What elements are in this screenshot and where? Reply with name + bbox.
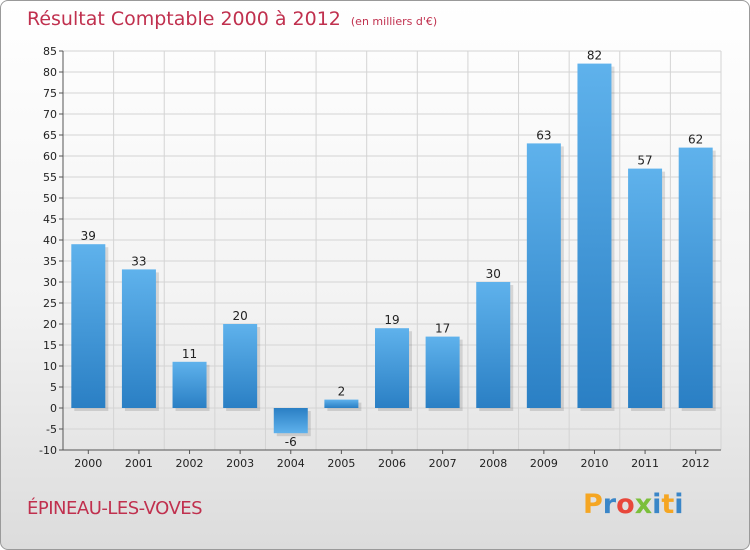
x-tick-label: 2003	[226, 457, 254, 470]
axes: -10 -5 0 5 10 15 20 25 30 35 40 45 50 55 60 65 70 75 80 85 2…	[39, 45, 721, 470]
labels: 39 33 11 20 -6 2 19 17 30 63 82 57 62	[81, 49, 704, 450]
y-tick-label: -5	[46, 423, 57, 436]
y-tick-label: 35	[43, 255, 57, 268]
bar	[577, 63, 612, 408]
logo-letter: i	[674, 489, 684, 520]
y-tick-label: 30	[43, 276, 57, 289]
bar	[678, 147, 713, 408]
x-tick-label: 2005	[327, 457, 355, 470]
bar-value-label: 11	[182, 347, 197, 361]
bar	[71, 244, 106, 408]
bar	[324, 399, 359, 408]
bar-value-label: -6	[285, 435, 297, 449]
y-tick-label: 70	[43, 108, 57, 121]
logo-letter: i	[652, 489, 662, 520]
bar-value-label: 2	[338, 385, 346, 399]
y-tick-label: 10	[43, 360, 57, 373]
y-tick-label: 45	[43, 213, 57, 226]
bar-value-label: 17	[435, 322, 450, 336]
y-tick-label: 20	[43, 318, 57, 331]
y-tick-label: 0	[50, 402, 57, 415]
bar	[172, 361, 207, 408]
y-tick-label: 60	[43, 150, 57, 163]
x-tick-label: 2008	[479, 457, 507, 470]
bar-value-label: 63	[536, 128, 551, 142]
bar-value-label: 20	[233, 309, 248, 323]
x-tick-label: 2011	[631, 457, 659, 470]
y-tick-label: 85	[43, 45, 57, 58]
logo-letter: r	[602, 489, 617, 520]
chart-title: Résultat Comptable 2000 à 2012 (en millie…	[27, 8, 437, 30]
title-unit: (en milliers d'€)	[350, 15, 438, 28]
logo-letter: P	[583, 489, 603, 520]
x-tick-label: 2001	[125, 457, 153, 470]
x-tick-label: 2007	[429, 457, 457, 470]
logo-letter: t	[661, 489, 675, 520]
logo-letter: x	[634, 489, 653, 520]
x-tick-label: 2010	[580, 457, 608, 470]
bar-value-label: 39	[81, 229, 96, 243]
bar	[526, 143, 561, 408]
y-tick-label: 80	[43, 66, 57, 79]
y-tick-label: 5	[50, 381, 57, 394]
x-tick-label: 2004	[277, 457, 305, 470]
bar-value-label: 62	[688, 133, 703, 147]
y-tick-label: 55	[43, 171, 57, 184]
bar	[628, 168, 663, 408]
y-tick-label: 65	[43, 129, 57, 142]
bar	[273, 408, 308, 434]
bar	[375, 328, 409, 408]
bar-value-label: 33	[131, 254, 146, 268]
y-tick-label: 50	[43, 192, 57, 205]
x-tick-label: 2006	[378, 457, 406, 470]
bar	[121, 269, 156, 408]
title-text: Résultat Comptable 2000 à 2012	[27, 8, 341, 30]
bar-value-label: 30	[486, 267, 501, 281]
y-tick-label: 25	[43, 297, 57, 310]
bar-value-label: 19	[384, 313, 399, 327]
x-tick-label: 2012	[682, 457, 710, 470]
proxiti-logo: Proxiti	[583, 489, 684, 520]
y-tick-label: 75	[43, 87, 57, 100]
x-tick-label: 2000	[74, 457, 102, 470]
bar	[476, 282, 511, 408]
logo-letter: o	[616, 489, 635, 520]
bar-value-label: 82	[587, 49, 602, 63]
x-tick-label: 2009	[530, 457, 558, 470]
bars	[71, 63, 716, 437]
y-tick-label: 40	[43, 234, 57, 247]
x-tick-label: 2002	[176, 457, 204, 470]
y-tick-label: 15	[43, 339, 57, 352]
bar-value-label: 57	[637, 154, 652, 168]
bar	[223, 324, 258, 408]
commune-name: ÉPINEAU-LES-VOVES	[27, 498, 203, 519]
y-tick-label: -10	[39, 444, 57, 457]
bar	[425, 336, 460, 408]
